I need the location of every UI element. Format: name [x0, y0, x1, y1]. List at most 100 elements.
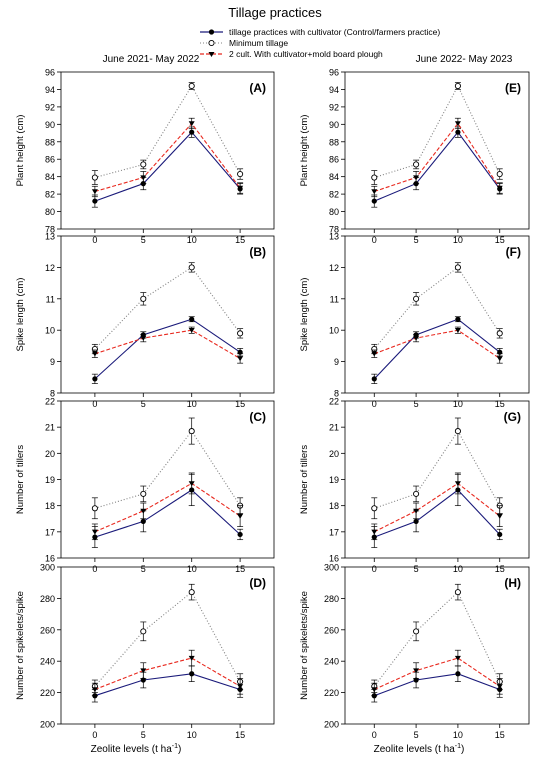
series-line-two-cult [94, 329, 241, 359]
series-line-control [94, 673, 241, 697]
panels: (A)Plant height (cm)78808284868890929496… [15, 68, 530, 740]
y-tick-label: 22 [329, 397, 339, 407]
y-tick-label: 90 [45, 120, 55, 130]
data-point-minimum-tillage [140, 490, 147, 497]
x-tick-label: 10 [453, 235, 463, 245]
data-point-minimum-tillage [91, 505, 98, 512]
plot-frame [60, 566, 275, 725]
panel-label: (H) [504, 576, 521, 590]
data-point-control [237, 531, 243, 538]
data-point-minimum-tillage [140, 161, 147, 168]
series-line-minimum-tillage [94, 266, 241, 350]
data-point-two-cult [454, 121, 461, 127]
y-tick-label: 8 [334, 389, 339, 399]
plot-frame [344, 566, 530, 725]
period-left-label: June 2021- May 2022 [103, 54, 200, 65]
y-tick-label: 17 [329, 527, 339, 537]
y-tick-label: 10 [45, 326, 55, 336]
x-tick-label: 15 [235, 730, 245, 740]
data-point-control [189, 129, 195, 135]
series-minimum-tillage [91, 262, 244, 355]
series-minimum-tillage [371, 417, 503, 520]
data-point-two-cult [413, 508, 420, 514]
series-line-two-cult [94, 482, 241, 533]
series-two-cult [91, 326, 244, 364]
x-axis-label-left: Zeolite levels (t ha-1) [91, 743, 182, 755]
data-point-two-cult [454, 328, 461, 333]
y-axis-label: Number of tillers [299, 445, 310, 514]
panel-d: (D) Number of spikelets/spike 200 220 240 260… [15, 563, 275, 740]
legend-marker-two-cult [208, 52, 215, 57]
data-point-two-cult [371, 189, 378, 195]
x-tick-label: 5 [414, 399, 419, 409]
x-tick-label: 5 [414, 564, 419, 574]
x-tick-label: 0 [92, 235, 97, 245]
y-tick-label: 92 [329, 102, 339, 112]
y-tick-label: 19 [329, 475, 339, 485]
y-tick-label: 94 [329, 85, 339, 95]
data-point-control [92, 198, 98, 204]
data-point-two-cult [371, 351, 378, 357]
series-line-control [94, 318, 241, 380]
data-point-two-cult [413, 668, 420, 674]
y-tick-label: 12 [45, 263, 55, 273]
x-tick-label: 10 [187, 235, 197, 245]
series-two-cult [371, 326, 503, 364]
x-tick-label: 0 [92, 399, 97, 409]
x-tick-label: 15 [495, 730, 505, 740]
legend-item-control: tillage practices with cultivator (Contr… [200, 27, 440, 37]
series-two-cult [91, 472, 244, 541]
y-tick-label: 16 [329, 554, 339, 564]
y-tick-label: 84 [329, 172, 339, 182]
series-line-minimum-tillage [94, 430, 241, 509]
data-point-two-cult [91, 189, 98, 195]
y-tick-label: 13 [45, 232, 55, 242]
data-point-control [455, 129, 461, 135]
data-point-two-cult [188, 655, 195, 661]
data-point-two-cult [496, 185, 503, 191]
panel-label: (A) [249, 81, 266, 95]
series-line-two-cult [94, 122, 241, 193]
y-tick-label: 9 [334, 357, 339, 367]
legend-label-two-cult: 2 cult. With cultivator+mold board ploug… [229, 49, 383, 59]
data-point-two-cult [91, 529, 98, 535]
y-axis-label: Spike length (cm) [15, 278, 26, 352]
x-tick-label: 15 [235, 235, 245, 245]
data-point-two-cult [140, 335, 147, 341]
x-tick-label: 10 [187, 564, 197, 574]
y-tick-label: 19 [45, 475, 55, 485]
data-point-two-cult [496, 513, 503, 519]
y-axis-label: Plant height (cm) [15, 115, 26, 187]
panel-a: (A) Plant height (cm) 78 80 82 84 86 88 90 92 94 96… [15, 68, 275, 245]
y-tick-label: 80 [45, 207, 55, 217]
series-control [371, 665, 503, 703]
data-point-minimum-tillage [454, 264, 461, 271]
panel-e: (E) Plant height (cm) 78 80 82 84 86 88 90 92 94 96… [299, 68, 530, 245]
data-point-two-cult [237, 356, 244, 362]
data-point-minimum-tillage [188, 428, 195, 435]
data-point-control [371, 198, 377, 204]
series-line-two-cult [374, 122, 501, 193]
y-tick-label: 96 [45, 68, 55, 78]
series-minimum-tillage [371, 262, 503, 355]
series-two-cult [91, 117, 244, 198]
data-point-minimum-tillage [413, 490, 420, 497]
y-tick-label: 240 [40, 657, 55, 667]
data-point-minimum-tillage [140, 628, 147, 635]
y-tick-label: 280 [40, 594, 55, 604]
data-point-minimum-tillage [413, 295, 420, 302]
y-tick-label: 80 [329, 207, 339, 217]
x-tick-label: 0 [372, 730, 377, 740]
data-point-control [140, 518, 146, 524]
data-point-two-cult [371, 529, 378, 535]
x-tick-label: 10 [187, 399, 197, 409]
x-tick-label: 5 [141, 564, 146, 574]
x-tick-label: 5 [414, 730, 419, 740]
x-tick-label: 15 [495, 399, 505, 409]
data-point-control [455, 671, 461, 677]
plot-frame [344, 71, 530, 230]
panel-label: (D) [249, 576, 266, 590]
x-tick-label: 10 [187, 730, 197, 740]
y-tick-label: 280 [324, 594, 339, 604]
